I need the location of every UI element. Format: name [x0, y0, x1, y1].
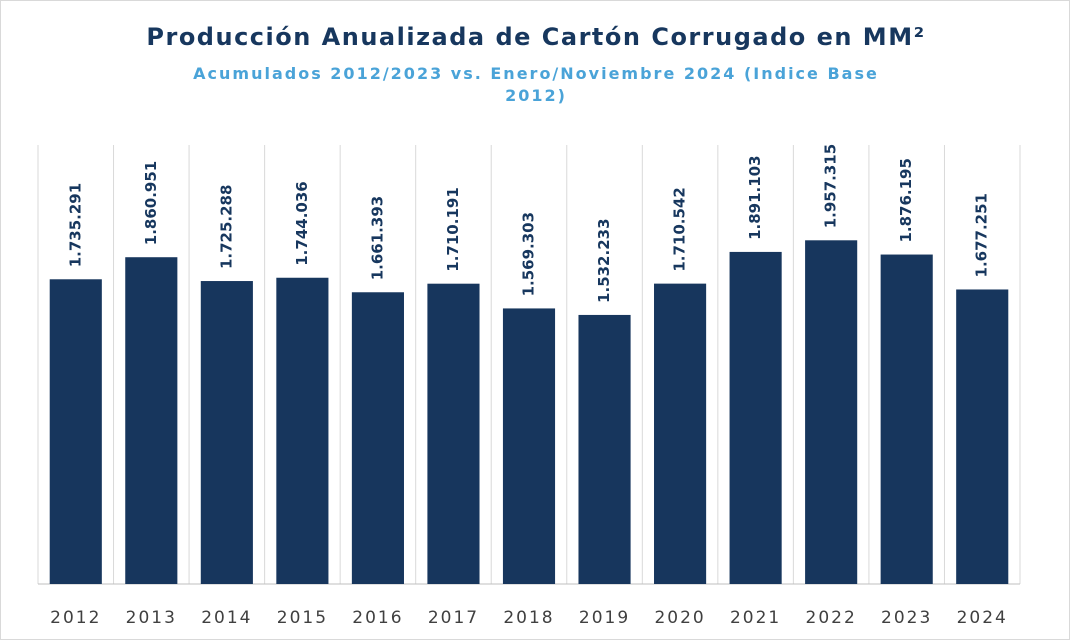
x-tick-label: 2018 — [503, 608, 554, 628]
bar — [427, 283, 480, 584]
bar — [502, 308, 556, 584]
bar — [200, 281, 253, 584]
data-label: 1.860.951 — [142, 161, 160, 245]
x-tick-label: 2015 — [277, 608, 328, 628]
data-label: 1.957.315 — [822, 144, 840, 228]
data-label: 1.725.288 — [217, 185, 235, 269]
data-label: 1.735.291 — [66, 183, 84, 267]
bar — [729, 251, 782, 585]
data-label: 1.677.251 — [973, 193, 991, 277]
x-tick-label: 2024 — [957, 608, 1008, 628]
bar — [956, 289, 1009, 584]
data-label: 1.532.233 — [595, 218, 613, 302]
x-tick-label: 2023 — [881, 608, 932, 628]
x-tick-label: 2014 — [201, 608, 252, 628]
data-label: 1.710.191 — [444, 187, 462, 271]
chart-title: Producción Anualizada de Cartón Corrugad… — [146, 23, 926, 51]
x-tick-label: 2012 — [50, 608, 101, 628]
bar — [49, 279, 102, 584]
bar — [125, 257, 178, 584]
x-tick-label: 2022 — [806, 608, 857, 628]
data-label: 1.876.195 — [897, 158, 915, 242]
data-label: 1.744.036 — [293, 181, 311, 265]
bar — [805, 240, 858, 585]
x-tick-label: 2013 — [126, 608, 177, 628]
bar — [654, 283, 707, 584]
data-label: 1.661.393 — [368, 196, 386, 280]
data-label: 1.891.103 — [746, 155, 764, 239]
data-label: 1.569.303 — [520, 212, 538, 296]
data-label: 1.710.542 — [671, 187, 689, 271]
x-tick-label: 2020 — [654, 608, 705, 628]
bar — [276, 277, 329, 584]
chart-subtitle: Acumulados 2012/2023 vs. Enero/Noviembre… — [193, 64, 879, 105]
x-tick-label: 2019 — [579, 608, 630, 628]
x-tick-label: 2017 — [428, 608, 479, 628]
bar — [578, 314, 631, 584]
bar — [351, 292, 404, 584]
x-tick-label: 2021 — [730, 608, 781, 628]
bar — [880, 254, 933, 584]
x-tick-label: 2016 — [352, 608, 403, 628]
